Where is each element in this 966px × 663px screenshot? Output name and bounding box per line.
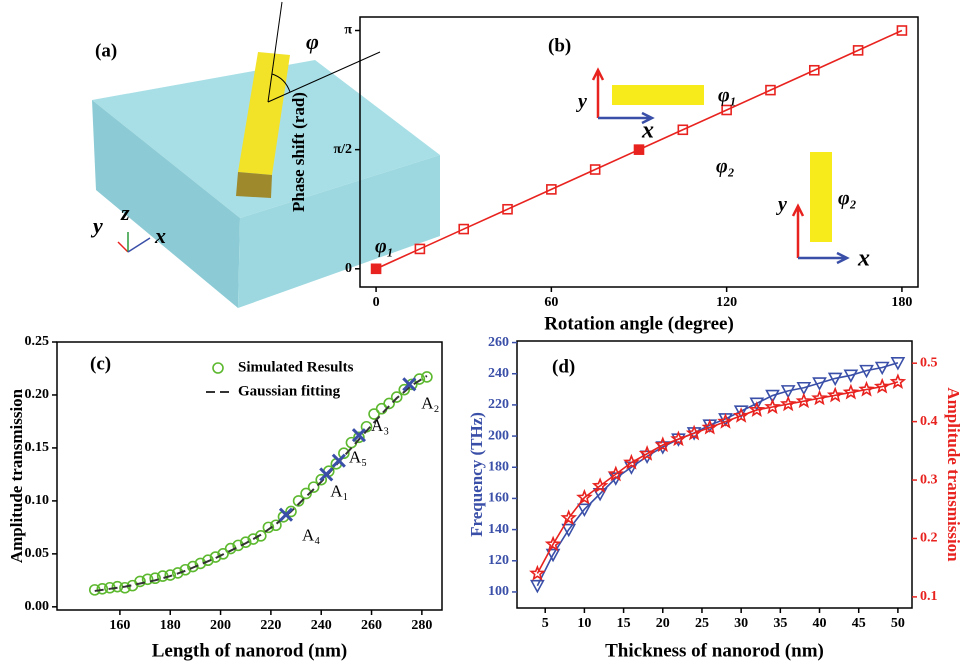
panel-a: (a) φ y z x (90, 2, 440, 308)
legend-entry: Simulated Results (238, 359, 354, 375)
x-tick-label: 160 (109, 618, 130, 633)
x-tick-label: 30 (734, 616, 748, 631)
plot-frame (517, 341, 912, 608)
point (372, 264, 381, 273)
point-label: A₃ (371, 416, 389, 435)
y-axis-label: Amplitude transmission (7, 388, 26, 563)
x-tick-label: 60 (544, 295, 558, 310)
y-tick-label: 220 (488, 397, 509, 412)
annotation: φ₁ (375, 236, 394, 258)
y-tick-label: 160 (488, 491, 509, 506)
y-axis-label: Frequency (THz) (467, 412, 486, 537)
y-tick-label: 0.05 (25, 546, 50, 561)
y2-axis-label: Amplitude transmission (944, 387, 963, 562)
point (213, 363, 223, 373)
y-tick-label: 0.4 (920, 414, 938, 429)
annotation: x (641, 118, 654, 144)
rod-horizontal (612, 85, 704, 105)
y-axis-label: Phase shift (rad) (289, 92, 308, 212)
y-tick-label: 180 (488, 459, 509, 474)
x-tick-label: 200 (210, 618, 231, 633)
angle-label: φ (306, 29, 319, 54)
y-tick-label: 200 (488, 428, 509, 443)
arrow-y (793, 206, 803, 258)
x-tick-label: 20 (656, 616, 670, 631)
point-label: A₄ (302, 526, 320, 545)
plot-frame (57, 342, 442, 610)
y-tick-label: 120 (488, 553, 509, 568)
axis-label: y (90, 213, 103, 238)
annotation: φ₂ (838, 188, 857, 210)
annotation: φ₂ (716, 156, 735, 178)
x-tick-label: 40 (813, 616, 827, 631)
x-axis-label: Thickness of nanorod (nm) (605, 640, 824, 661)
y-tick-label: 0.25 (25, 334, 50, 349)
x-tick-label: 220 (260, 618, 281, 633)
x-axis-label: Rotation angle (degree) (544, 313, 734, 334)
x-tick-label: 180 (160, 618, 181, 633)
arrow-y (593, 70, 603, 118)
y-tick-label: 0.15 (25, 440, 50, 455)
series-line (537, 363, 898, 586)
y-tick-label: 0.3 (920, 472, 938, 487)
panel-label: (b) (548, 35, 571, 56)
legend-entry: Gaussian fitting (238, 383, 341, 399)
panel-label: (d) (552, 356, 575, 377)
x-tick-label: 180 (891, 295, 912, 310)
y-tick-label: 0.00 (25, 599, 50, 614)
y-tick-label: 240 (488, 366, 509, 381)
point-label: A₂ (421, 393, 439, 412)
y-tick-label: 260 (488, 335, 509, 350)
x-tick-label: 120 (716, 295, 737, 310)
rod-vertical (810, 152, 832, 242)
annotation: x (857, 246, 870, 272)
x-tick-label: 240 (311, 618, 332, 633)
y-tick-label: 100 (488, 584, 509, 599)
arrow-x (798, 253, 847, 263)
legend-label: Gaussian fitting (238, 383, 341, 399)
x-tick-label: 45 (852, 616, 866, 631)
x-tick-label: 50 (891, 616, 905, 631)
panel-label: (a) (95, 40, 117, 61)
annotation: φ₁ (718, 85, 737, 107)
x-tick-label: 10 (577, 616, 591, 631)
axis-label: z (120, 200, 130, 225)
x-tick-label: 35 (773, 616, 787, 631)
point (892, 375, 904, 387)
x-tick-label: 5 (542, 616, 549, 631)
panel-label: (c) (90, 353, 111, 374)
y-tick-label: 0.2 (920, 531, 938, 546)
nanorod-end (236, 172, 272, 198)
annotation: y (576, 91, 587, 113)
x-tick-label: 25 (695, 616, 709, 631)
point (333, 455, 345, 467)
axis-x (128, 238, 150, 252)
x-tick-label: 280 (411, 618, 432, 633)
y-tick-label: 0.5 (920, 355, 938, 370)
point (635, 145, 644, 154)
y-tick-label: π (344, 23, 352, 38)
x-tick-label: 0 (373, 295, 380, 310)
point (531, 581, 543, 592)
series-line (537, 382, 898, 574)
x-tick-label: 260 (361, 618, 382, 633)
y-tick-label: 0.10 (25, 493, 50, 508)
y-tick-label: π/2 (333, 142, 352, 157)
y-tick-label: 0 (345, 261, 352, 276)
y-tick-label: 140 (488, 522, 509, 537)
point-label: A₁ (330, 481, 348, 500)
y-tick-label: 0.1 (920, 589, 938, 604)
figure: (a) φ y z x 0 60 120 180 0 π/2 π Rotation angle… (0, 0, 966, 663)
x-axis-label: Length of nanorod (nm) (152, 640, 347, 661)
annotation: y (776, 194, 787, 216)
legend-label: Simulated Results (238, 359, 354, 375)
axis-label: x (154, 223, 166, 248)
y-tick-label: 0.20 (25, 387, 50, 402)
axis-y (118, 242, 128, 252)
point-label: A₅ (349, 448, 367, 467)
x-tick-label: 15 (617, 616, 631, 631)
